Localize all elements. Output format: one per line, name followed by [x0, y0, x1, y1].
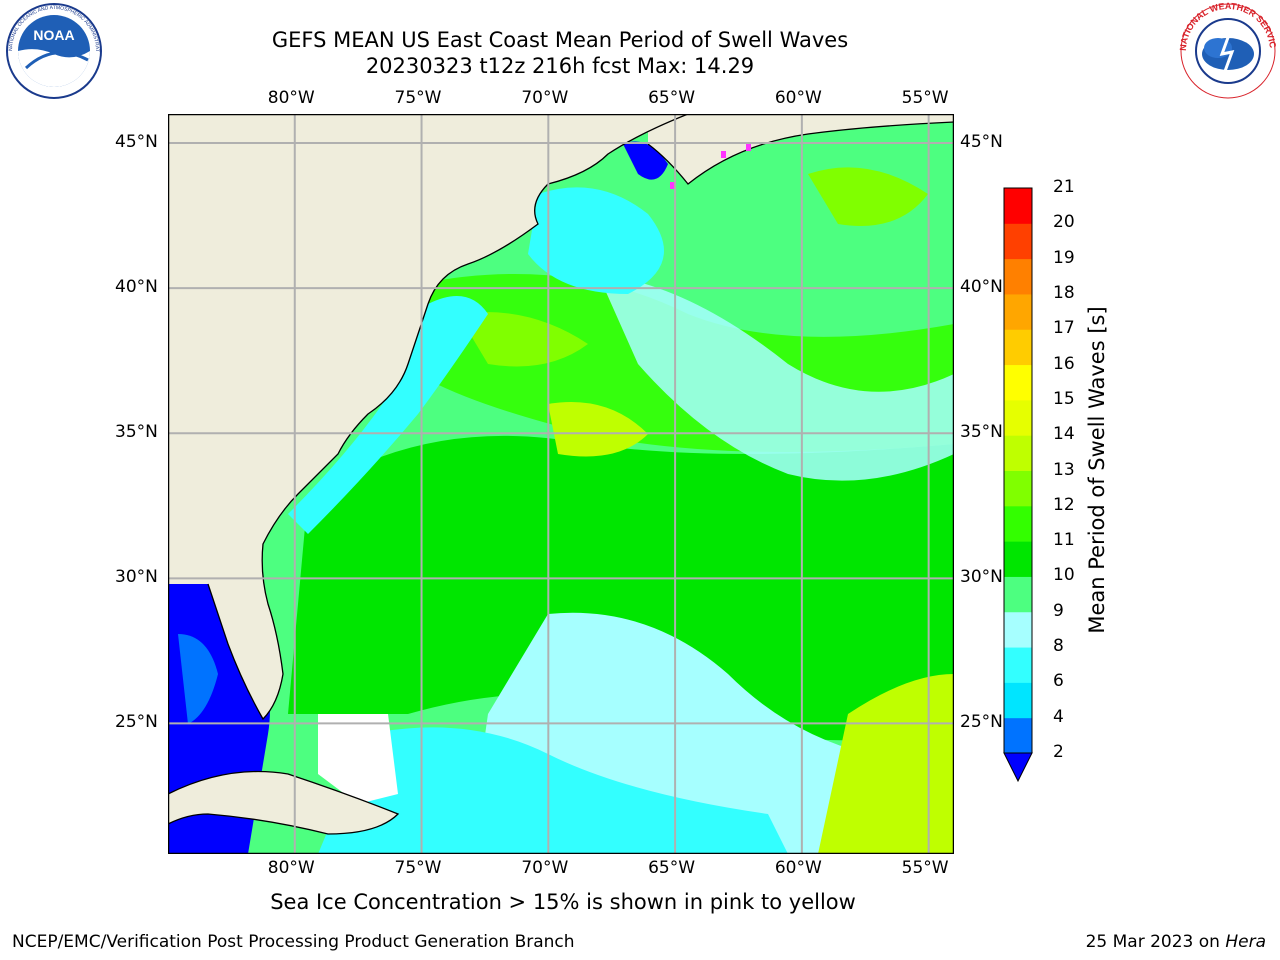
colorbar-bin	[1004, 364, 1032, 401]
lon-tick-label-bottom: 60°W	[774, 858, 822, 878]
colorbar-tick-label: 19	[1053, 247, 1075, 268]
colorbar-tick-label: 16	[1053, 353, 1075, 374]
nws-logo: NATIONAL WEATHER SERVICE	[1178, 2, 1278, 99]
colorbar-label: Mean Period of Swell Waves [s]	[1085, 306, 1109, 634]
lon-tick-label-bottom: 70°W	[521, 858, 569, 878]
swell-zone-lightcyan	[598, 274, 954, 481]
land-nova-scotia	[648, 114, 954, 184]
sea-ice-caption: Sea Ice Concentration > 15% is shown in …	[270, 890, 856, 914]
swell-zone-cyan	[288, 296, 488, 534]
colorbar-bin	[1004, 188, 1032, 224]
colorbar-bin	[1004, 470, 1032, 507]
colorbar-tick-label: 10	[1053, 565, 1075, 586]
footer-host: Hera	[1225, 932, 1266, 952]
colorbar-bin	[1004, 223, 1032, 260]
colorbar-bin	[1004, 329, 1032, 366]
colorbar-tick-label: 8	[1053, 636, 1064, 657]
lon-tick-label-bottom: 75°W	[394, 858, 442, 878]
swell-zone-yellowgreen	[818, 674, 954, 854]
noaa-logo-text: NOAA	[33, 27, 74, 43]
lat-tick-label-left: 30°N	[115, 567, 158, 588]
colorbar-bin	[1004, 611, 1032, 648]
swell-zone-cyan	[528, 187, 664, 294]
lat-tick-label-right: 30°N	[960, 567, 1003, 588]
colorbar-tick-label: 20	[1053, 212, 1075, 233]
lat-tick-label-right: 35°N	[960, 422, 1003, 443]
sea-ice-marker	[721, 151, 726, 158]
colorbar-tick-label: 4	[1053, 706, 1064, 727]
colorbar-tick-label: 15	[1053, 388, 1075, 409]
lon-tick-label-top: 80°W	[267, 88, 315, 108]
colorbar-bin	[1004, 399, 1032, 436]
bahamas-white	[318, 714, 398, 804]
colorbar	[1003, 187, 1033, 783]
colorbar-bin	[1004, 647, 1032, 683]
footer-credit: NCEP/EMC/Verification Post Processing Pr…	[12, 932, 575, 952]
colorbar-tick-label: 6	[1053, 671, 1064, 692]
swell-zone-yellowgreen	[808, 167, 928, 226]
lon-tick-label-bottom: 55°W	[901, 858, 949, 878]
land-us-east	[168, 114, 688, 719]
lat-tick-label-left: 45°N	[115, 132, 158, 153]
lon-tick-label-top: 70°W	[521, 88, 569, 108]
colorbar-tick-label: 21	[1053, 177, 1075, 197]
lat-tick-label-left: 40°N	[115, 277, 158, 298]
swell-zone-cyan	[318, 727, 788, 854]
lat-tick-label-left: 25°N	[115, 712, 158, 733]
lon-tick-label-bottom: 65°W	[648, 858, 696, 878]
colorbar-bin	[1004, 293, 1032, 330]
lat-tick-label-right: 25°N	[960, 712, 1003, 733]
lon-tick-label-top: 60°W	[774, 88, 822, 108]
gulf-blue-zone	[178, 634, 218, 724]
chart-subtitle: 20230323 t12z 216h fcst Max: 14.29	[365, 54, 755, 78]
colorbar-tick-label: 14	[1053, 424, 1075, 445]
colorbar-tick-label: 9	[1053, 600, 1064, 621]
colorbar-tick-label: 17	[1053, 318, 1075, 339]
colorbar-bin	[1004, 576, 1032, 613]
colorbar-tick-label: 12	[1053, 494, 1075, 515]
colorbar-bin	[1004, 435, 1032, 471]
lon-tick-label-bottom: 80°W	[267, 858, 315, 878]
colorbar-bin	[1004, 258, 1032, 295]
swell-zone-yellowgreen	[458, 312, 588, 367]
lon-tick-label-top: 55°W	[901, 88, 949, 108]
colorbar-bin	[1004, 505, 1032, 542]
colorbar-tick-label: 18	[1053, 282, 1075, 303]
land-cuba	[168, 771, 398, 834]
colorbar-tick-label: 11	[1053, 530, 1075, 551]
colorbar-bin	[1004, 541, 1032, 577]
noaa-logo: NOAA NATIONAL OCEANIC AND ATMOSPHERIC AD…	[2, 2, 102, 99]
lon-tick-label-top: 75°W	[394, 88, 442, 108]
colorbar-under-arrow	[1003, 752, 1033, 783]
lat-tick-label-right: 45°N	[960, 132, 1003, 153]
sea-ice-marker	[670, 182, 675, 189]
chart-title: GEFS MEAN US East Coast Mean Period of S…	[271, 28, 849, 52]
lat-tick-label-right: 40°N	[960, 277, 1003, 298]
colorbar-tick-label: 2	[1053, 742, 1064, 762]
colorbar-tick-label: 13	[1053, 459, 1075, 480]
lon-tick-label-top: 65°W	[648, 88, 696, 108]
colorbar-bin	[1004, 682, 1032, 719]
map-svg	[167, 113, 955, 855]
swell-period-map	[167, 113, 955, 855]
graticule	[168, 114, 954, 854]
swell-zone-yellowgreen	[548, 402, 648, 457]
footer-date: 25 Mar 2023 on Hera	[1085, 932, 1266, 952]
swell-zone-green	[288, 435, 954, 741]
sea-ice-marker	[746, 144, 751, 151]
colorbar-bin	[1004, 717, 1032, 754]
lat-tick-label-left: 35°N	[115, 422, 158, 443]
